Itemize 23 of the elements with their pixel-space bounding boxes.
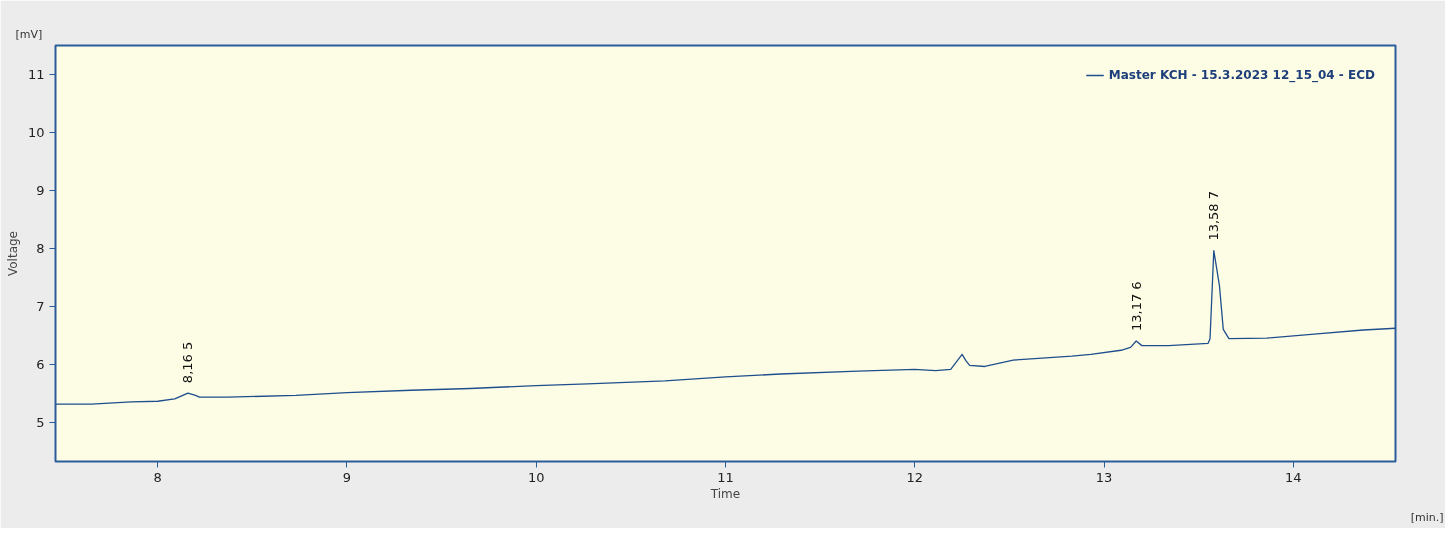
y-tick-label: 6	[36, 356, 45, 372]
x-tick-label: 11	[717, 469, 734, 485]
x-axis-title: Time	[709, 486, 741, 501]
x-tick-label: 14	[1285, 469, 1302, 485]
x-tick-label: 12	[906, 469, 924, 485]
annotation: 13,17 6	[1128, 281, 1144, 331]
x-tick-label: 13	[1095, 469, 1113, 485]
y-tick-label: 9	[36, 182, 45, 198]
y-tick-label: 11	[27, 66, 45, 82]
annotation: 8,16 5	[180, 341, 196, 384]
legend-label: Master KCH - 15.3.2023 12_15_04 - ECD	[1108, 68, 1375, 82]
text: [min.]	[1410, 510, 1444, 524]
x-tick-label: 8	[153, 469, 162, 485]
x-tick-label: 9	[342, 469, 352, 485]
text: [mV]	[15, 27, 43, 41]
y-axis-title: Voltage	[5, 230, 20, 277]
x-tick-label: 10	[527, 469, 545, 485]
line-series	[55, 249, 1396, 405]
annotation: 13,58 7	[1206, 190, 1222, 241]
y-tick-label: 5	[36, 414, 45, 430]
y-tick-label: 10	[27, 124, 45, 140]
y-tick-label: 8	[36, 240, 45, 256]
y-tick-label: 7	[36, 298, 45, 314]
